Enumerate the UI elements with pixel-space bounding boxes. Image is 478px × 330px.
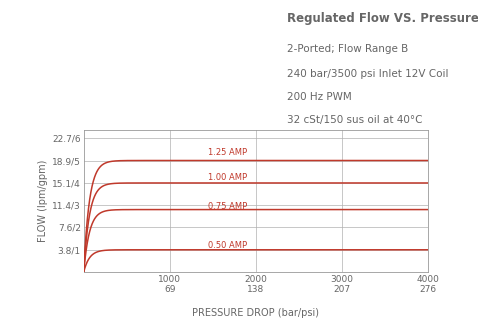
Text: 0.75 AMP: 0.75 AMP bbox=[208, 202, 248, 211]
X-axis label: PRESSURE DROP (bar/psi): PRESSURE DROP (bar/psi) bbox=[192, 308, 319, 318]
Text: 200 Hz PWM: 200 Hz PWM bbox=[287, 92, 351, 102]
Text: 2-Ported; Flow Range B: 2-Ported; Flow Range B bbox=[287, 45, 408, 54]
Text: 0.50 AMP: 0.50 AMP bbox=[208, 241, 248, 250]
Text: 1.00 AMP: 1.00 AMP bbox=[208, 173, 248, 182]
Text: 32 cSt/150 sus oil at 40°C: 32 cSt/150 sus oil at 40°C bbox=[287, 115, 422, 125]
Y-axis label: FLOW (lpm/gpm): FLOW (lpm/gpm) bbox=[38, 160, 48, 243]
Text: Regulated Flow VS. Pressure Drop: Regulated Flow VS. Pressure Drop bbox=[287, 12, 478, 25]
Text: 1.25 AMP: 1.25 AMP bbox=[208, 148, 248, 157]
Text: 240 bar/3500 psi Inlet 12V Coil: 240 bar/3500 psi Inlet 12V Coil bbox=[287, 69, 448, 79]
